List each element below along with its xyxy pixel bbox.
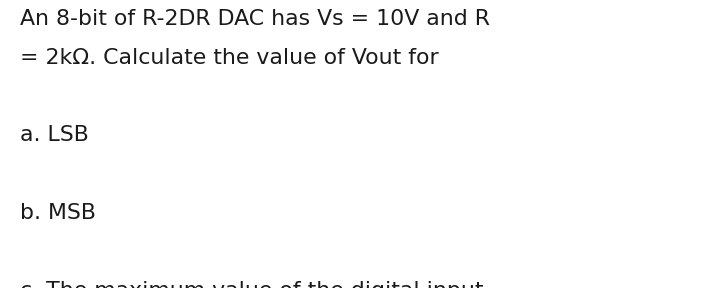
- Text: An 8-bit of R-2DR DAC has Vs = 10V and R: An 8-bit of R-2DR DAC has Vs = 10V and R: [20, 9, 490, 29]
- Text: = 2kΩ. Calculate the value of Vout for: = 2kΩ. Calculate the value of Vout for: [20, 48, 438, 67]
- Text: a. LSB: a. LSB: [20, 125, 89, 145]
- Text: c. The maximum value of the digital input: c. The maximum value of the digital inpu…: [20, 281, 484, 288]
- Text: b. MSB: b. MSB: [20, 203, 96, 223]
